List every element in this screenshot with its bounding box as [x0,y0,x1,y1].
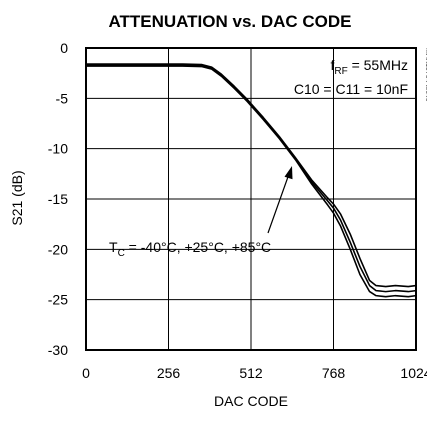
y-tick-label: -25 [48,292,68,308]
y-axis-label: S21 (dB) [9,170,25,225]
temperature-annotation-base: T [109,239,118,255]
temperature-arrow-head [284,166,293,180]
x-tick-label: 768 [322,365,346,381]
frequency-annotation-sub: RF [334,66,347,77]
y-tick-label: -20 [48,241,68,257]
y-tick-labels: 0 -5 -10 -15 -20 -25 -30 [48,40,68,358]
figure-id: MAX19794 toc46 [424,48,427,102]
y-tick-label: 0 [60,40,68,56]
series-line-1 [86,63,417,288]
temperature-annotation-sub: C [118,248,125,259]
x-tick-label: 256 [157,365,181,381]
x-axis-label: DAC CODE [214,393,288,409]
frequency-annotation: fRF = 55MHz [330,57,408,77]
y-tick-label: -30 [48,342,68,358]
y-tick-label: -15 [48,191,68,207]
x-tick-label: 1024 [400,365,427,381]
plot-frame [85,47,417,351]
x-tick-label: 512 [239,365,263,381]
y-tick-label: -10 [48,141,68,157]
y-tick-label: -5 [56,90,69,106]
x-tick-labels: 0 256 512 768 1024 [82,365,427,381]
capacitor-annotation: C10 = C11 = 10nF [294,81,408,97]
frequency-annotation-rest: = 55MHz [348,57,408,73]
series-line-2 [86,64,417,293]
frequency-annotation-base: f [330,57,334,73]
x-tick-label: 0 [82,365,90,381]
temperature-arrow-line [267,173,290,234]
series-line-3 [86,65,417,298]
chart-title: ATTENUATION vs. DAC CODE [108,12,351,31]
series-group [86,63,417,298]
temperature-annotation-rest: = -40°C, +25°C, +85°C [125,239,271,255]
temperature-annotation: TC = -40°C, +25°C, +85°C [109,239,271,259]
